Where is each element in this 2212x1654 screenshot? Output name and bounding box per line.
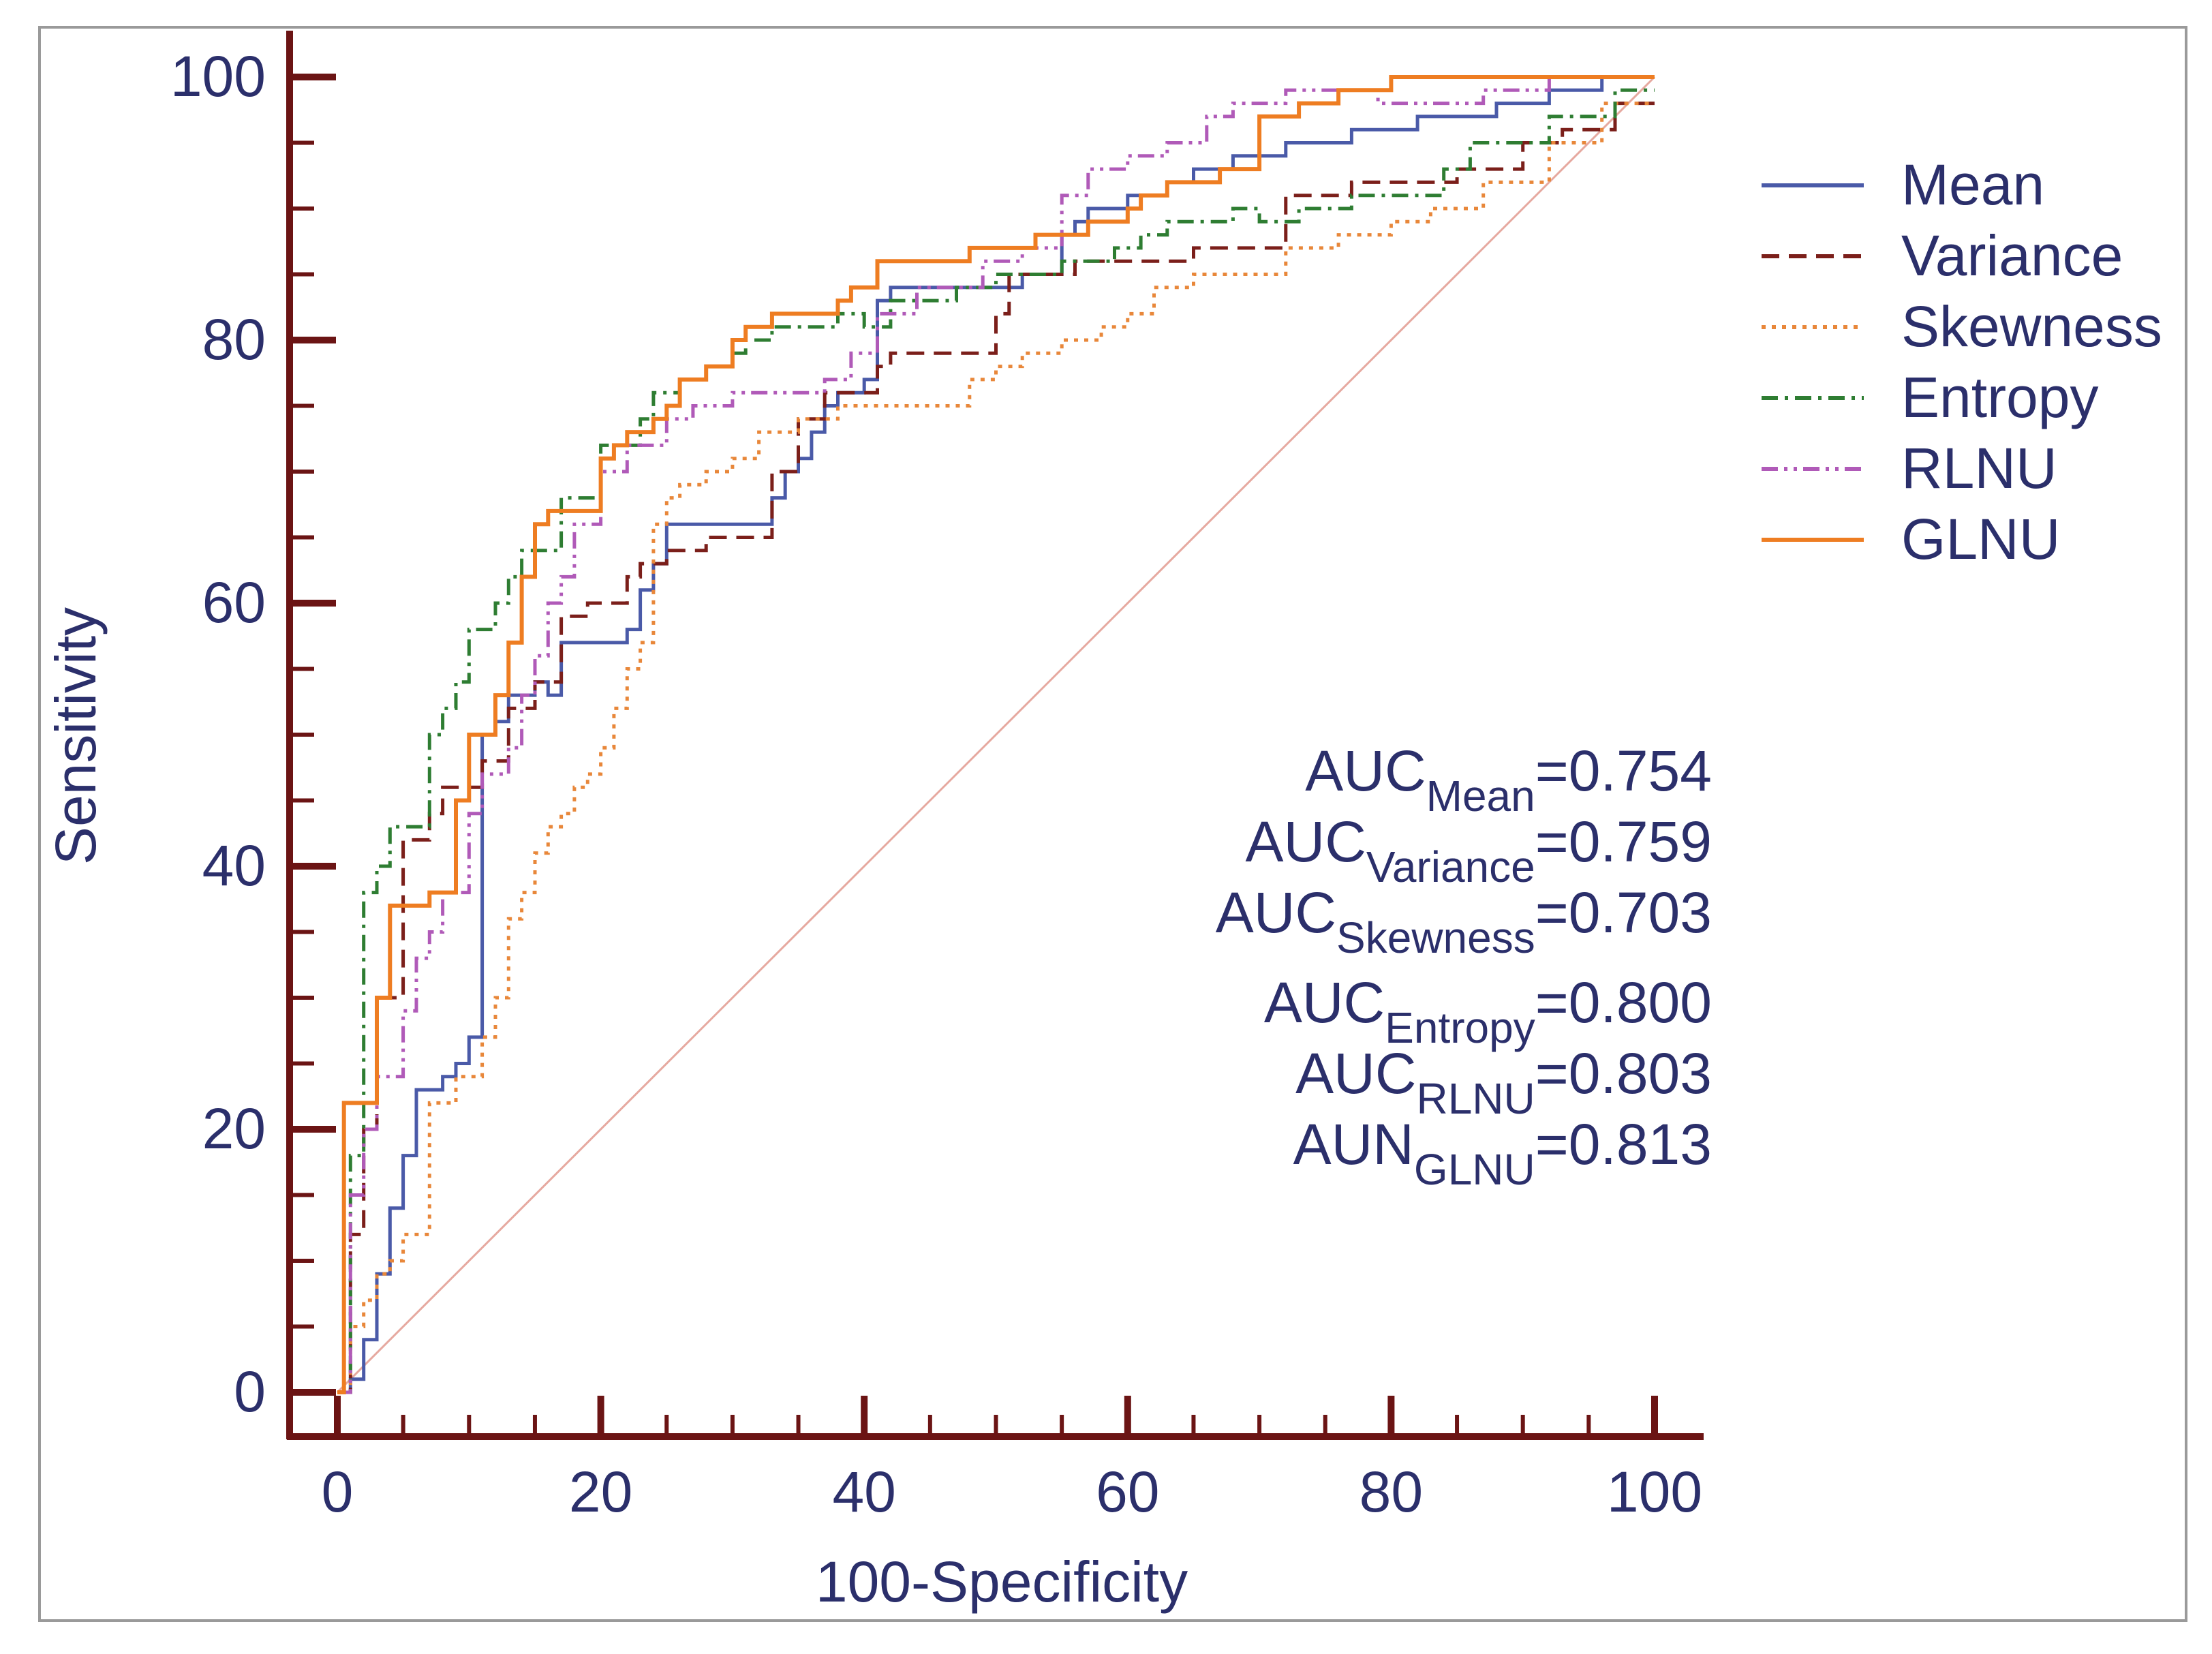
y-axis-label: Sensitivity [44, 607, 108, 865]
y-tick-label: 20 [202, 1097, 266, 1161]
x-tick-label: 80 [1360, 1460, 1423, 1524]
legend-item-glnu: GLNU [1762, 507, 2060, 571]
legend-label: Skewness [1901, 294, 2162, 358]
legend-label: GLNU [1901, 507, 2060, 571]
reference-layer [336, 76, 1656, 1394]
auc-prefix: AUC [1246, 810, 1366, 874]
roc-curve-glnu [337, 75, 1655, 1394]
auc-annotation-variance: AUCVariance=0.759 [1246, 810, 1712, 891]
legend-label: Entropy [1901, 365, 2099, 429]
auc-prefix: AUC [1264, 970, 1385, 1035]
auc-annotation-skewness: AUCSkewness=0.703 [1216, 880, 1712, 962]
x-axis-label: 100-Specificity [816, 1550, 1188, 1614]
auc-prefix: AUC [1295, 1041, 1416, 1105]
y-tick-label: 80 [202, 307, 266, 371]
series-layer [337, 75, 1655, 1394]
legend-item-skewness: Skewness [1762, 294, 2162, 358]
legend-item-entropy: Entropy [1762, 365, 2099, 429]
auc-annotation-entropy: AUCEntropy=0.800 [1264, 970, 1712, 1052]
figure-frame [38, 26, 2187, 1622]
auc-subscript: RLNU [1416, 1074, 1535, 1123]
auc-value: =0.703 [1535, 880, 1712, 945]
auc-value: =0.803 [1535, 1041, 1712, 1105]
auc-annotation-mean: AUCMean=0.754 [1305, 739, 1712, 821]
x-tick-label: 20 [569, 1460, 632, 1524]
auc-value: =0.813 [1535, 1112, 1712, 1176]
tick-label-layer: 0 20 40 60 80 100 0 20 40 60 80 100 [170, 44, 1702, 1524]
auc-subscript: Entropy [1385, 1003, 1535, 1052]
auc-annotation-rlnu: AUCRLNU=0.803 [1295, 1041, 1712, 1123]
auc-value: =0.800 [1535, 970, 1712, 1035]
auc-subscript: Skewness [1336, 913, 1535, 962]
y-tick-label: 100 [170, 44, 266, 108]
auc-annotation-glnu: AUNGLNU=0.813 [1293, 1112, 1712, 1194]
legend-item-rlnu: RLNU [1762, 436, 2057, 500]
auc-prefix: AUN [1293, 1112, 1414, 1176]
x-tick-label: 0 [322, 1460, 354, 1524]
x-tick-label: 40 [832, 1460, 895, 1524]
legend-item-variance: Variance [1762, 224, 2123, 288]
axis-layer [286, 31, 1704, 1440]
legend-item-mean: Mean [1762, 153, 2044, 217]
legend-label: RLNU [1901, 436, 2057, 500]
auc-value: =0.754 [1535, 739, 1712, 803]
reference-diagonal-line [336, 76, 1656, 1394]
auc-subscript: GLNU [1414, 1145, 1535, 1194]
y-tick-label: 0 [234, 1360, 266, 1424]
auc-prefix: AUC [1216, 880, 1336, 945]
legend-label: Variance [1901, 224, 2123, 288]
auc-subscript: Mean [1426, 771, 1535, 821]
roc-curve-mean [337, 75, 1655, 1394]
roc-curve-variance [337, 102, 1655, 1394]
x-tick-label: 100 [1607, 1460, 1702, 1524]
auc-annotations: AUCMean=0.754AUCVariance=0.759AUCSkewnes… [1216, 739, 1712, 1194]
auc-value: =0.759 [1535, 810, 1712, 874]
y-tick-label: 40 [202, 833, 266, 898]
auc-prefix: AUC [1305, 739, 1426, 803]
y-tick-label: 60 [202, 570, 266, 634]
legend-label: Mean [1901, 153, 2044, 217]
x-tick-label: 60 [1096, 1460, 1159, 1524]
auc-subscript: Variance [1366, 842, 1535, 891]
